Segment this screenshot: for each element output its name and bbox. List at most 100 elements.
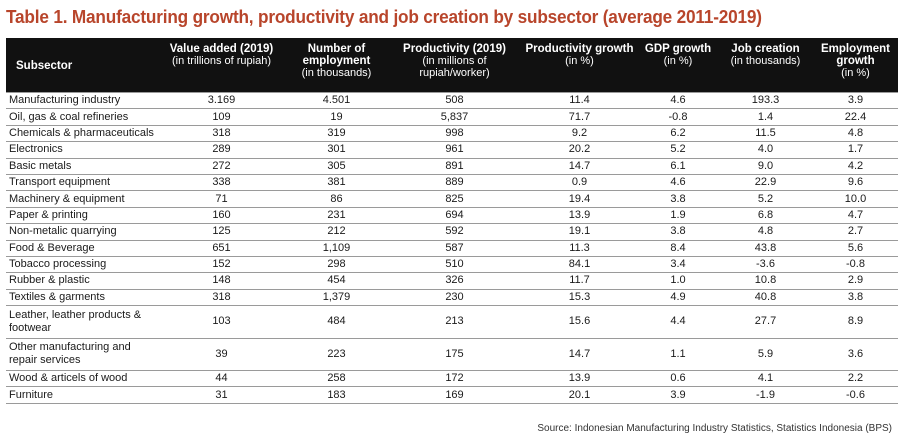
productivity-cell: 508: [388, 91, 521, 110]
gdp-growth-cell: 3.4: [638, 256, 718, 274]
productivity-cell: 172: [388, 370, 521, 388]
employment-growth-cell: 4.7: [813, 207, 898, 225]
employment-cell: 19: [285, 108, 388, 126]
subsector-name: Paper & printing: [6, 207, 158, 225]
productivity-cell: 694: [388, 207, 521, 225]
header-unit: (in thousands): [730, 55, 801, 67]
subsector-name: Wood & articels of wood: [6, 370, 158, 388]
table-row: Non-metalic quarrying 125 212 592 19.1 3.8 4.8…: [6, 223, 898, 241]
gdp-growth-cell: 4.6: [638, 174, 718, 192]
gdp-growth-cell: 3.8: [638, 190, 718, 208]
header-label: Productivity (2019): [403, 43, 506, 55]
employment-growth-cell: 2.9: [813, 272, 898, 290]
productivity-growth-cell: 13.9: [521, 207, 638, 225]
job-creation-cell: 22.9: [718, 174, 813, 192]
gdp-growth-cell: 1.1: [638, 338, 718, 372]
gdp-growth-cell: 1.9: [638, 207, 718, 225]
header-employment: Number of employment (in thousands): [285, 38, 388, 93]
table-row: Paper & printing 160 231 694 13.9 1.9 6.8 4.7: [6, 207, 898, 225]
employment-cell: 223: [285, 338, 388, 372]
table-row: Machinery & equipment 71 86 825 19.4 3.8 5.2 10…: [6, 190, 898, 208]
employment-cell: 381: [285, 174, 388, 192]
productivity-cell: 169: [388, 386, 521, 404]
productivity-growth-cell: 19.4: [521, 190, 638, 208]
employment-cell: 1,109: [285, 240, 388, 257]
table-row: Manufacturing industry 3.169 4.501 508 11.4 4…: [6, 91, 898, 110]
productivity-growth-cell: 11.3: [521, 240, 638, 257]
productivity-cell: 825: [388, 190, 521, 208]
gdp-growth-cell: 4.9: [638, 289, 718, 307]
subsector-name: Manufacturing industry: [6, 91, 158, 110]
job-creation-cell: 4.1: [718, 370, 813, 388]
employment-growth-cell: 4.8: [813, 125, 898, 143]
source-note: Source: Indonesian Manufacturing Industr…: [537, 423, 892, 434]
header-unit: (in thousands): [301, 67, 372, 79]
employment-growth-cell: -0.8: [813, 256, 898, 274]
employment-cell: 258: [285, 370, 388, 388]
employment-cell: 1,379: [285, 289, 388, 307]
table-row: Textiles & garments 318 1,379 230 15.3 4.9 40.…: [6, 289, 898, 307]
subsector-name: Non-metalic quarrying: [6, 223, 158, 241]
table-row: Transport equipment 338 381 889 0.9 4.6 22.9 9.…: [6, 174, 898, 192]
productivity-cell: 891: [388, 158, 521, 175]
productivity-cell: 326: [388, 272, 521, 290]
table-row: Other manufacturing and repair services 3…: [6, 338, 898, 372]
employment-cell: 183: [285, 386, 388, 404]
productivity-growth-cell: 20.1: [521, 386, 638, 404]
job-creation-cell: 11.5: [718, 125, 813, 143]
gdp-growth-cell: -0.8: [638, 108, 718, 126]
productivity-growth-cell: 15.3: [521, 289, 638, 307]
value-added-cell: 103: [158, 305, 285, 339]
subsector-table: Subsector Value added (2019) (in trillio…: [6, 38, 898, 404]
employment-growth-cell: 10.0: [813, 190, 898, 208]
employment-cell: 231: [285, 207, 388, 225]
header-value-added: Value added (2019) (in trillions of rupi…: [158, 38, 285, 93]
header-label: GDP growth: [644, 43, 712, 55]
table-row: Leather, leather products & footwear 103 4…: [6, 305, 898, 339]
header-employment-growth: Employment growth (in %): [813, 38, 898, 93]
gdp-growth-cell: 4.4: [638, 305, 718, 339]
header-productivity-growth: Productivity growth (in %): [521, 38, 638, 93]
table-row: Wood & articels of wood 44 258 172 13.9 0.6 4.…: [6, 370, 898, 388]
value-added-cell: 3.169: [158, 91, 285, 110]
value-added-cell: 71: [158, 190, 285, 208]
job-creation-cell: 43.8: [718, 240, 813, 257]
subsector-name: Rubber & plastic: [6, 272, 158, 290]
table-row: Tobacco processing 152 298 510 84.1 3.4 -3.6 -0…: [6, 256, 898, 274]
job-creation-cell: 193.3: [718, 91, 813, 110]
employment-growth-cell: 2.7: [813, 223, 898, 241]
value-added-cell: 318: [158, 289, 285, 307]
job-creation-cell: -1.9: [718, 386, 813, 404]
subsector-name: Electronics: [6, 141, 158, 159]
gdp-growth-cell: 1.0: [638, 272, 718, 290]
header-unit: (in %): [841, 67, 870, 79]
header-label: Subsector: [16, 60, 73, 72]
productivity-cell: 889: [388, 174, 521, 192]
subsector-name: Textiles & garments: [6, 289, 158, 307]
employment-growth-cell: 9.6: [813, 174, 898, 192]
subsector-name: Tobacco processing: [6, 256, 158, 274]
job-creation-cell: 1.4: [718, 108, 813, 126]
subsector-name: Chemicals & pharmaceuticals: [6, 125, 158, 143]
header-productivity: Productivity (2019) (in millions of rupi…: [388, 38, 521, 93]
productivity-growth-cell: 84.1: [521, 256, 638, 274]
value-added-cell: 272: [158, 158, 285, 175]
gdp-growth-cell: 3.9: [638, 386, 718, 404]
employment-growth-cell: 3.9: [813, 91, 898, 110]
employment-growth-cell: 3.8: [813, 289, 898, 307]
gdp-growth-cell: 5.2: [638, 141, 718, 159]
header-label: Productivity growth: [525, 43, 634, 55]
productivity-cell: 998: [388, 125, 521, 143]
header-label: Job creation: [731, 43, 800, 55]
productivity-cell: 175: [388, 338, 521, 372]
header-subsector: Subsector: [6, 38, 158, 93]
employment-cell: 454: [285, 272, 388, 290]
employment-growth-cell: 2.2: [813, 370, 898, 388]
value-added-cell: 318: [158, 125, 285, 143]
subsector-name: Leather, leather products & footwear: [6, 305, 158, 339]
productivity-growth-cell: 71.7: [521, 108, 638, 126]
productivity-growth-cell: 14.7: [521, 158, 638, 175]
employment-growth-cell: 22.4: [813, 108, 898, 126]
job-creation-cell: 5.2: [718, 190, 813, 208]
job-creation-cell: -3.6: [718, 256, 813, 274]
